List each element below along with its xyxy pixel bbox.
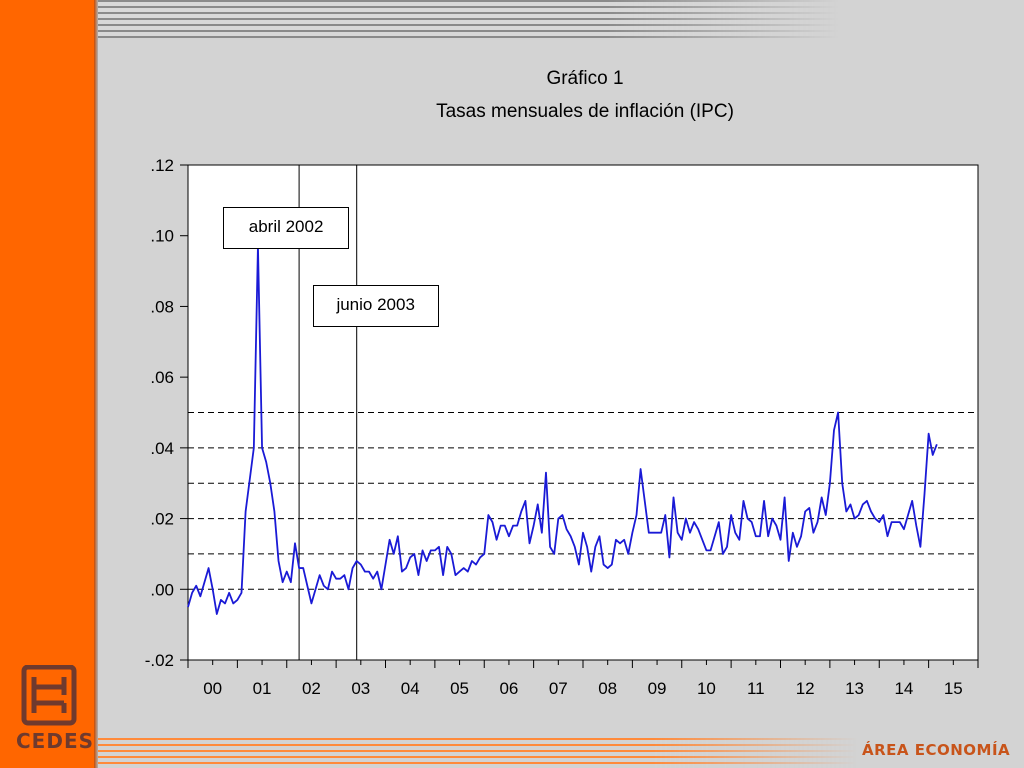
x-tick-label-09: 09 [648,679,667,698]
x-tick-label-03: 03 [351,679,370,698]
cedes-logo-icon [21,664,77,726]
x-tick-label-15: 15 [944,679,963,698]
series-line-0 [187,245,938,615]
x-tick-label-11: 11 [747,679,765,698]
y-tick-label-0: .12 [150,156,174,175]
x-tick-label-13: 13 [845,679,864,698]
y-tick-label-4: .04 [150,439,174,458]
area-economia-label: ÁREA ECONOMÍA [862,741,1011,759]
chart-title: Gráfico 1 [546,68,624,89]
y-tick-label-7: -.02 [145,651,174,670]
annotation-abril-2002: abril 2002 [223,207,350,249]
left-orange-sidebar [0,0,94,768]
chart-subtitle: Tasas mensuales de inflación (IPC) [436,101,734,122]
sidebar-shadow-edge [94,0,98,768]
annotation-junio-2003: junio 2003 [312,285,439,327]
y-tick-label-6: .00 [150,580,174,599]
cedes-logo: CEDES [16,664,95,760]
x-tick-label-06: 06 [499,679,518,698]
x-tick-label-02: 02 [302,679,321,698]
y-tick-label-5: .02 [150,510,174,529]
top-decorative-stripes [98,0,1024,38]
x-tick-label-01: 01 [253,679,272,698]
logo-wordmark: CEDES [16,729,95,753]
y-tick-label-3: .06 [150,368,174,387]
x-tick-label-12: 12 [796,679,815,698]
x-tick-label-07: 07 [549,679,568,698]
y-tick-label-2: .08 [150,297,174,316]
y-tick-label-1: .10 [150,227,174,246]
x-tick-label-00: 00 [203,679,222,698]
x-tick-label-08: 08 [598,679,617,698]
x-tick-label-14: 14 [894,679,913,698]
bottom-decorative-stripes [98,738,1024,768]
x-tick-label-10: 10 [697,679,716,698]
x-tick-label-05: 05 [450,679,469,698]
x-tick-label-04: 04 [401,679,420,698]
